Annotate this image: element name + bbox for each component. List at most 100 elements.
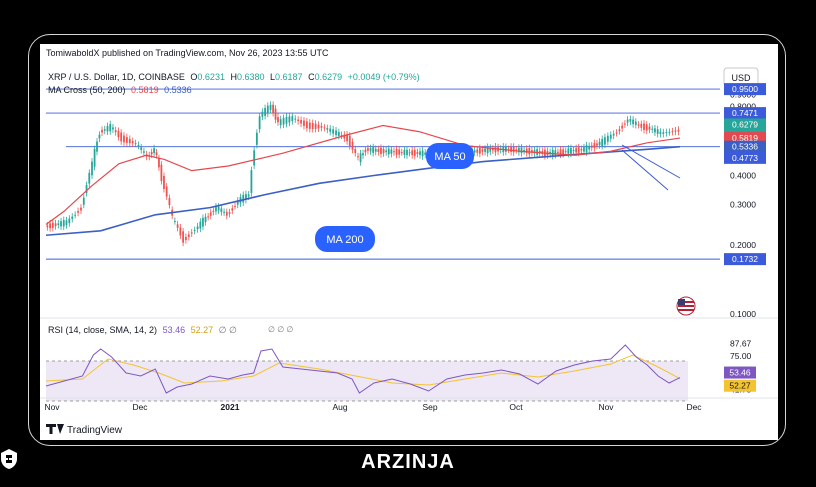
candle-body — [359, 153, 362, 163]
candle-body — [300, 119, 302, 124]
candle-body — [117, 130, 120, 138]
price-label: 0.5819 — [732, 133, 758, 143]
rsi-ma-line — [45, 354, 681, 386]
candle-body — [515, 149, 518, 151]
candle-body — [250, 170, 253, 193]
candle-body — [54, 223, 57, 227]
candle-body — [476, 149, 479, 153]
price-label-bg — [724, 253, 766, 266]
chart-svg[interactable]: XRP / U.S. Dollar, 1D, COINBASE O0.6231 … — [40, 44, 778, 440]
candle-body — [207, 216, 210, 218]
candle-body — [279, 119, 282, 125]
candle-body — [253, 150, 256, 166]
wedge-lower — [621, 149, 669, 191]
candle-body — [348, 135, 351, 147]
candle-body — [390, 149, 393, 154]
candle-body — [202, 217, 204, 227]
tradingview-logo-icon — [46, 424, 64, 434]
candle-body — [634, 121, 637, 125]
candle-body — [305, 121, 308, 129]
candle-body — [478, 148, 481, 154]
candle-body — [163, 175, 165, 189]
y-tick-label: 0.2000 — [730, 240, 756, 250]
candle-body — [51, 222, 54, 228]
candle-body — [643, 123, 645, 130]
candle-body — [637, 124, 640, 126]
currency-label: USD — [731, 73, 751, 83]
candle-body — [601, 138, 604, 146]
candle-body — [140, 147, 143, 150]
candle-body — [629, 119, 632, 122]
candle-body — [217, 206, 220, 211]
candle-body — [585, 145, 588, 153]
candle-body — [65, 220, 68, 226]
candle-body — [677, 129, 680, 132]
candle-body — [362, 153, 364, 156]
candle-body — [245, 194, 247, 200]
candle-body — [68, 218, 71, 224]
candle-body — [403, 149, 406, 155]
candle-body — [387, 148, 390, 155]
candle-body — [473, 150, 476, 153]
candle-body — [380, 147, 382, 154]
candle-body — [112, 127, 114, 130]
candle-body — [332, 129, 335, 134]
candle-body — [668, 131, 671, 133]
candle-body — [416, 152, 419, 154]
candle-body — [320, 126, 323, 128]
candle-body — [234, 205, 236, 207]
rsi-value-bg — [724, 366, 756, 379]
candle-body — [656, 129, 659, 134]
ma50-callout-text: MA 50 — [434, 151, 465, 163]
candle-body — [385, 150, 388, 153]
candle-body — [190, 232, 193, 234]
us-flag-icon — [676, 296, 696, 316]
candle-body — [369, 148, 372, 152]
candle-body — [588, 145, 591, 150]
candle-body — [231, 208, 234, 211]
candle-body — [343, 134, 346, 139]
candle-body — [182, 231, 184, 243]
price-label-bg — [724, 118, 766, 131]
candle-body — [85, 185, 88, 193]
candle-body — [604, 137, 606, 145]
candle-body — [311, 122, 314, 130]
candle-body — [261, 111, 264, 117]
wedge-upper — [621, 144, 681, 179]
price-label-bg — [724, 83, 766, 96]
candle-body — [662, 132, 665, 134]
ma200-callout-text: MA 200 — [326, 234, 363, 246]
price-label: 0.4773 — [732, 153, 758, 163]
ma200-callout[interactable]: MA 200 — [315, 226, 375, 252]
candle-body — [109, 124, 112, 132]
candle-body — [395, 149, 398, 155]
rsi-extra-values: ∅ ∅ ∅ — [268, 325, 293, 334]
candle-body — [665, 132, 668, 134]
candle-body — [153, 148, 155, 154]
candle-body — [123, 135, 125, 143]
candle-body — [49, 223, 51, 229]
candle-body — [564, 151, 567, 153]
candle-body — [577, 147, 580, 153]
candle-body — [150, 152, 153, 155]
chart-card: TomiwaboldX published on TradingView.com… — [40, 44, 778, 440]
candle-body — [228, 212, 231, 214]
candle-body — [570, 148, 572, 154]
published-note: TomiwaboldX published on TradingView.com… — [46, 48, 329, 58]
candle-body — [364, 149, 367, 153]
candle-body — [606, 135, 609, 142]
candle-body — [590, 145, 593, 148]
candle-body — [583, 147, 585, 152]
ma50-callout[interactable]: MA 50 — [426, 143, 474, 169]
candle-body — [98, 134, 101, 139]
candle-body — [559, 149, 562, 155]
candle-body — [114, 130, 117, 133]
candle-body — [274, 108, 277, 120]
price-label-bg — [724, 107, 766, 120]
candle-body — [413, 149, 416, 156]
arzinja-brand: ARZINJA — [1, 449, 455, 474]
arzinja-logo-icon — [1, 449, 17, 469]
x-tick-label: Nov — [44, 402, 60, 412]
candle-body — [291, 116, 294, 122]
candle-body — [408, 152, 411, 154]
